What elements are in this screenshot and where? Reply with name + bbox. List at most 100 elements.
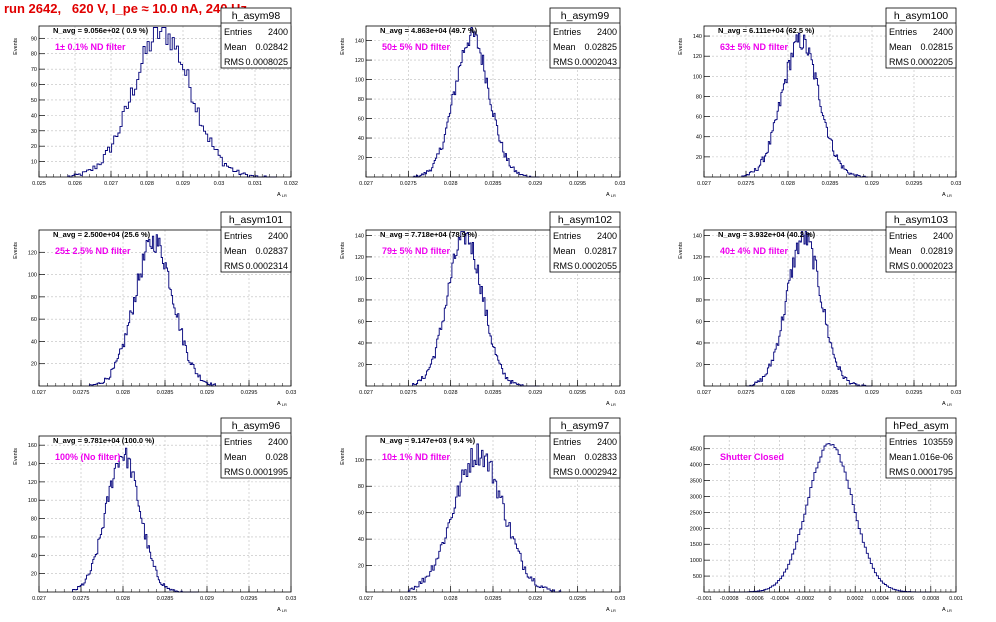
x-tick-label: 0.03: [286, 390, 297, 396]
y-tick-label: 20: [358, 156, 364, 162]
x-tick-label: 0.0295: [569, 181, 586, 187]
stats-value-entries: 2400: [933, 231, 953, 241]
x-tick-label: 0.032: [284, 181, 298, 187]
stats-key-rms: RMS: [224, 57, 244, 67]
y-tick-label: 2000: [690, 526, 702, 532]
stats-key-mean: Mean: [889, 42, 912, 52]
x-tick-label: -0.0004: [770, 596, 789, 602]
y-tick-label: 3500: [690, 479, 702, 485]
stats-value-rms: 0.0008025: [245, 57, 288, 67]
x-tick-label: 0.028: [116, 390, 130, 396]
y-tick-label: 20: [358, 564, 364, 570]
stats-key-entries: Entries: [553, 27, 582, 37]
stats-box: [220, 7, 292, 69]
y-tick-label: 100: [28, 498, 37, 504]
stats-key-mean: Mean: [224, 42, 247, 52]
filter-label: 1± 0.1% ND filter: [55, 42, 126, 52]
x-axis-title: A LR: [606, 607, 616, 613]
stats-value-rms: 0.0002055: [574, 261, 617, 271]
x-tick-label: 0.0275: [73, 390, 90, 396]
x-tick-label: 0.027: [32, 596, 46, 602]
stats-value-rms: 0.0002023: [910, 261, 953, 271]
x-axis-title-subscript: LR: [946, 402, 952, 407]
x-tick-label: 0.03: [951, 390, 962, 396]
y-tick-label: 120: [355, 255, 364, 261]
x-tick-label: 0.03: [214, 181, 225, 187]
stats-key-rms: RMS: [889, 467, 909, 477]
y-tick-label: 60: [696, 319, 702, 325]
plot-frame: [365, 229, 621, 387]
x-tick-label: 0.03: [951, 181, 962, 187]
x-tick-label: 0.03: [286, 596, 297, 602]
x-axis-title-subscript: LR: [281, 402, 287, 407]
navg-label: N_avg = 4.863e+04 (49.7 %): [380, 26, 478, 35]
stats-key-entries: Entries: [553, 437, 582, 447]
x-tick-label: 0.026: [68, 181, 82, 187]
x-tick-label: 0.028: [444, 596, 458, 602]
stats-box: [549, 417, 621, 479]
y-tick-label: 2500: [690, 510, 702, 516]
y-tick-label: 20: [696, 362, 702, 368]
stats-value-entries: 2400: [933, 27, 953, 37]
histogram-panel-h_asym98: 0.025 0.026 0.027 0.028 0.029 0.03 0.031 0.032 1…: [13, 7, 298, 198]
y-tick-label: 80: [358, 298, 364, 304]
stats-value-entries: 2400: [268, 27, 288, 37]
stats-value-mean: 0.02825: [584, 42, 617, 52]
y-tick-label: 40: [696, 341, 702, 347]
x-tick-label: 0.0295: [241, 390, 258, 396]
x-axis-title-subscript: LR: [946, 193, 952, 198]
y-tick-label: 160: [28, 443, 37, 449]
y-tick-label: 50: [31, 98, 37, 104]
stats-value-mean: 0.028: [265, 452, 288, 462]
plot-frame: [38, 435, 292, 593]
y-tick-label: 30: [31, 129, 37, 135]
x-axis-title-subscript: LR: [610, 608, 616, 613]
x-tick-label: 0.028: [116, 596, 130, 602]
y-axis-title: Events: [13, 38, 19, 55]
filter-label: 100% (No filter): [55, 452, 121, 462]
stats-box: [220, 417, 292, 479]
filter-label: 25± 2.5% ND filter: [55, 246, 131, 256]
plot-frame: [38, 229, 292, 387]
y-tick-label: 1000: [690, 558, 702, 564]
x-tick-label: -0.0008: [720, 596, 739, 602]
x-tick-label: 0.027: [104, 181, 118, 187]
stats-key-rms: RMS: [553, 467, 573, 477]
y-tick-label: 20: [31, 362, 37, 368]
y-tick-label: 140: [355, 233, 364, 239]
x-axis-title: A LR: [277, 607, 287, 613]
y-tick-label: 40: [358, 341, 364, 347]
x-tick-label: 0.0285: [822, 181, 839, 187]
stats-box-title: hPed_asym: [893, 420, 949, 432]
x-tick-label: 0.029: [200, 596, 214, 602]
y-tick-label: 80: [696, 298, 702, 304]
y-tick-label: 1500: [690, 542, 702, 548]
stats-key-entries: Entries: [889, 437, 918, 447]
stats-key-mean: Mean: [224, 246, 247, 256]
x-tick-label: 0.028: [140, 181, 154, 187]
y-tick-label: 500: [693, 574, 702, 580]
stats-key-rms: RMS: [224, 467, 244, 477]
y-tick-label: 140: [28, 462, 37, 468]
y-tick-label: 60: [696, 115, 702, 121]
x-axis-title-subscript: LR: [281, 193, 287, 198]
x-tick-label: 0.029: [528, 596, 542, 602]
x-tick-label: 0.0275: [738, 390, 755, 396]
x-tick-label: 0.001: [949, 596, 963, 602]
stats-value-entries: 2400: [597, 231, 617, 241]
plot-frame: [703, 435, 957, 593]
histogram-series-h_asym101: [88, 234, 216, 387]
x-axis-title-subscript: LR: [281, 608, 287, 613]
y-tick-label: 3000: [690, 494, 702, 500]
stats-key-rms: RMS: [553, 57, 573, 67]
x-tick-label: 0.029: [865, 181, 879, 187]
x-tick-label: 0.031: [248, 181, 262, 187]
stats-key-mean: Mean: [553, 42, 576, 52]
stats-value-rms: 0.0002205: [910, 57, 953, 67]
x-tick-label: 0.029: [528, 390, 542, 396]
x-tick-label: 0.0002: [847, 596, 864, 602]
x-axis-title-subscript: LR: [610, 193, 616, 198]
y-axis-title: Events: [340, 38, 346, 55]
stats-value-mean: 0.02819: [920, 246, 953, 256]
x-tick-label: 0.0285: [485, 181, 502, 187]
